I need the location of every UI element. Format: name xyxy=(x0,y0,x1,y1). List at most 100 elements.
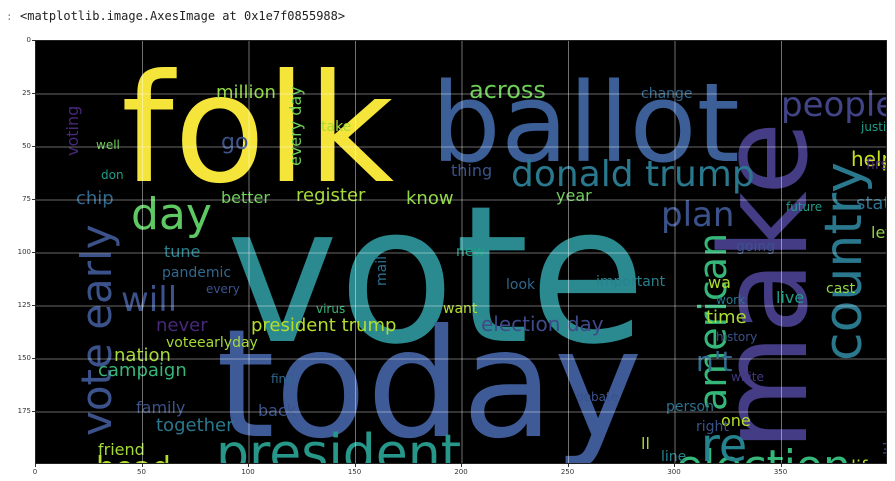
x-tick-label: 50 xyxy=(137,468,146,476)
word-cloud-word: mail xyxy=(374,256,390,286)
x-tick-label: 100 xyxy=(241,468,255,476)
y-tick-mark xyxy=(32,146,35,147)
word-cloud-word: don xyxy=(101,168,124,182)
word-cloud-word: plan xyxy=(661,195,734,235)
y-tick-mark xyxy=(32,252,35,253)
word-cloud-word: head xyxy=(96,451,171,464)
word-cloud-word: right xyxy=(696,419,729,435)
word-cloud-word: life xyxy=(851,457,878,464)
y-tick-label: 75 xyxy=(22,195,31,203)
word-cloud-word: president xyxy=(216,424,461,464)
word-cloud-word: ll xyxy=(641,434,650,453)
word-cloud-word: tune xyxy=(164,242,200,261)
word-cloud-word: want xyxy=(443,301,478,317)
word-cloud-word: let xyxy=(871,223,887,242)
word-cloud-word: president trump xyxy=(251,315,396,336)
y-tick-label: 25 xyxy=(22,89,31,97)
word-cloud-word: n't xyxy=(696,345,732,378)
word-cloud-word: year xyxy=(556,186,592,205)
x-tick-mark xyxy=(674,464,675,467)
cell-prompt: : xyxy=(6,10,13,23)
word-cloud-word: health care xyxy=(882,402,887,464)
word-cloud-word: history xyxy=(716,330,757,344)
word-cloud-word: look xyxy=(506,277,536,293)
y-tick-mark xyxy=(32,305,35,306)
word-cloud-word: help xyxy=(851,147,887,171)
word-cloud-word: live xyxy=(776,288,804,307)
y-tick-label: 150 xyxy=(17,354,31,362)
word-cloud-word: thing xyxy=(451,161,492,180)
y-tick-label: 50 xyxy=(22,142,31,150)
word-cloud-word: know xyxy=(406,188,454,209)
x-tick-label: 0 xyxy=(32,468,38,476)
word-cloud-word: every day xyxy=(286,86,305,166)
y-tick-label: 175 xyxy=(17,407,31,415)
word-cloud-word: time xyxy=(706,307,747,328)
word-cloud-word: american xyxy=(691,233,735,411)
x-tick-mark xyxy=(461,464,462,467)
word-cloud-word: virus xyxy=(316,302,345,316)
x-tick-mark xyxy=(354,464,356,467)
word-cloud-word: election day xyxy=(481,312,604,336)
x-tick-mark xyxy=(35,464,36,467)
word-cloud-word: register xyxy=(296,185,366,206)
word-cloud-word: across xyxy=(469,76,546,104)
cell-output-text: <matplotlib.image.AxesImage at 0x1e7f085… xyxy=(20,9,346,23)
y-tick-mark xyxy=(32,40,35,41)
x-tick-label: 150 xyxy=(347,468,362,476)
word-cloud-word: go xyxy=(221,130,248,155)
y-tick-label: 125 xyxy=(17,301,31,309)
x-tick-label: 350 xyxy=(773,468,788,476)
word-cloud-word: justice xyxy=(860,120,887,134)
word-cloud-word: new xyxy=(456,244,485,260)
word-cloud-word: vote xyxy=(226,165,646,386)
x-tick-mark xyxy=(141,464,143,467)
word-cloud-word: never xyxy=(156,315,208,336)
word-cloud-word: people xyxy=(781,85,887,125)
word-cloud-word: day xyxy=(131,189,212,240)
word-cloud-word: first xyxy=(866,157,887,173)
word-cloud-word: chip xyxy=(76,188,114,209)
word-cloud-word: future xyxy=(786,200,822,214)
word-cloud-word: vote early xyxy=(72,224,121,436)
word-cloud-word: donald trump xyxy=(511,154,755,195)
word-cloud-word: person xyxy=(666,399,714,415)
word-cloud-word: final xyxy=(271,372,297,386)
word-cloud-word: one xyxy=(721,411,751,430)
y-tick-mark xyxy=(32,199,35,200)
word-cloud-word: back xyxy=(258,401,297,420)
word-cloud-word: voteearlyday xyxy=(166,335,258,351)
word-cloud-word: important xyxy=(596,274,666,290)
word-cloud-word: white xyxy=(731,370,764,384)
word-cloud-word: work xyxy=(716,293,745,307)
word-cloud-word: voting xyxy=(63,106,82,156)
word-cloud-word: cast xyxy=(826,281,856,297)
word-cloud-word: better xyxy=(221,188,270,207)
word-cloud-word: well xyxy=(96,138,120,152)
grid-lines xyxy=(36,41,886,463)
word-cloud-word: state xyxy=(856,193,887,214)
x-tick-label: 200 xyxy=(454,468,468,476)
word-cloud-image: vote folk ballot today make president people do… xyxy=(35,40,887,464)
y-tick-mark xyxy=(32,93,35,94)
y-tick-label: 100 xyxy=(17,248,31,256)
word-cloud-word: pandemic xyxy=(162,265,231,281)
word-cloud-word: line xyxy=(661,449,686,464)
x-tick-label: 250 xyxy=(560,468,575,476)
word-cloud-word: election xyxy=(676,441,851,464)
y-tick-mark xyxy=(32,358,35,359)
x-tick-mark xyxy=(567,464,569,467)
word-cloud-word: today xyxy=(216,298,643,464)
word-cloud-word: country xyxy=(814,162,874,361)
x-tick-mark xyxy=(248,464,249,467)
word-cloud-word: going xyxy=(736,239,775,255)
word-cloud-word: friend xyxy=(98,440,145,459)
word-cloud-word: will xyxy=(121,280,177,320)
word-cloud-word: make xyxy=(696,122,835,451)
word-cloud-word: million xyxy=(216,82,276,103)
x-tick-label: 300 xyxy=(667,468,681,476)
word-cloud-word: re xyxy=(701,418,747,464)
word-cloud-word: every xyxy=(206,282,240,296)
y-tick-label: 0 xyxy=(26,36,31,44)
y-tick-mark xyxy=(32,411,35,412)
